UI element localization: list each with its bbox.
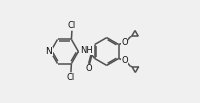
Text: O: O: [121, 56, 128, 65]
Text: NH: NH: [80, 46, 92, 55]
Text: O: O: [121, 38, 128, 47]
Text: Cl: Cl: [68, 20, 76, 30]
Text: N: N: [45, 47, 52, 56]
Text: O: O: [85, 64, 92, 73]
Text: Cl: Cl: [67, 73, 75, 83]
